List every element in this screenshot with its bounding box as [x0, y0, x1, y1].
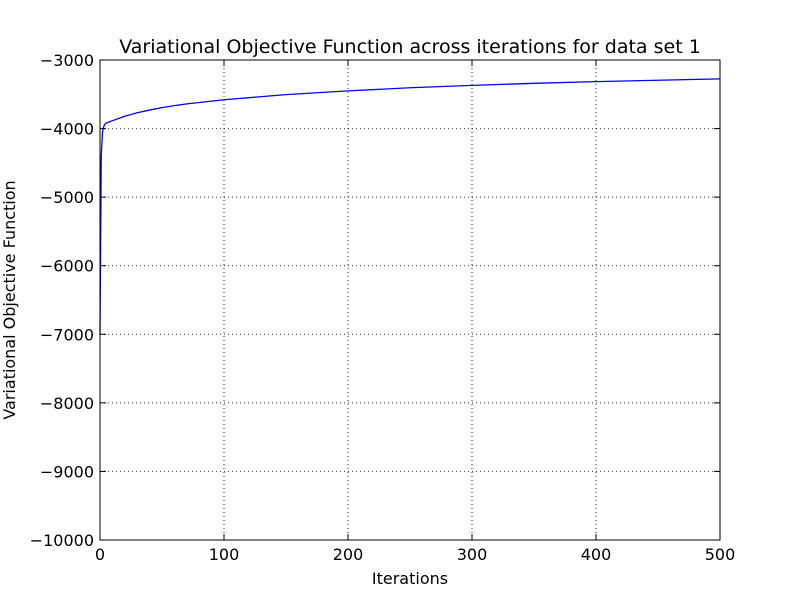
x-tick-label: 500: [705, 545, 736, 564]
x-tick-label: 400: [581, 545, 612, 564]
x-tick-label: 100: [209, 545, 240, 564]
chart-title: Variational Objective Function across it…: [119, 36, 701, 58]
y-tick-label: −10000: [30, 531, 94, 550]
y-tick-label: −6000: [40, 257, 94, 276]
x-tick-label: 300: [457, 545, 488, 564]
series-layer: [99, 78, 721, 335]
x-tick-label: 200: [333, 545, 364, 564]
y-tick-label: −5000: [40, 188, 94, 207]
x-tick-label: 0: [95, 545, 105, 564]
y-tick-label: −3000: [40, 51, 94, 70]
grid: [100, 60, 720, 540]
series-line: [99, 78, 721, 335]
y-tick-label: −7000: [40, 325, 94, 344]
y-tick-label: −9000: [40, 462, 94, 481]
tick-labels: 0 100 200 300 400 500 −3000 −4000 −5000 −6000 −700…: [30, 51, 736, 564]
y-axis-label: Variational Objective Function: [0, 180, 19, 419]
plot-frame: [99, 59, 721, 541]
ticks: [99, 59, 721, 541]
x-axis-label: Iterations: [372, 569, 448, 588]
y-tick-label: −8000: [40, 394, 94, 413]
y-tick-label: −4000: [40, 120, 94, 139]
